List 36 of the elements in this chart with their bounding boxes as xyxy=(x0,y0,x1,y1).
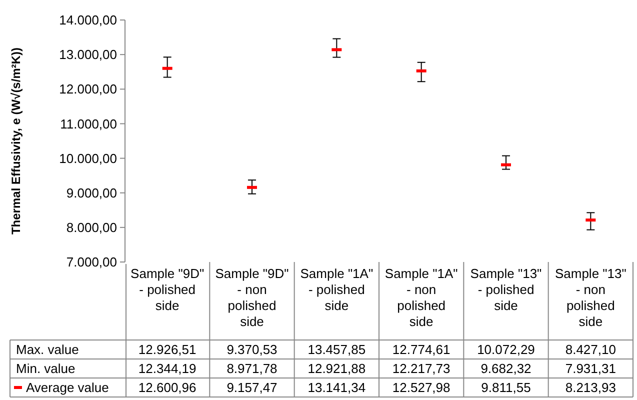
x-tick-label: Sample "9D" - polished side xyxy=(130,266,204,313)
text: 8.971,78 xyxy=(226,361,278,376)
y-axis-title: Thermal Effusivity, e (W√(s/m²K)) xyxy=(9,47,23,235)
data-label: 13.141,34 xyxy=(308,380,366,396)
text: 12.921,88 xyxy=(308,361,366,376)
x-tick-label: Sample "13" - non polished side xyxy=(554,266,627,329)
y-tick-label: 7.000,00 xyxy=(66,254,117,270)
legend-label: Average value xyxy=(26,380,109,396)
text: 12.217,73 xyxy=(392,361,450,376)
text: 10.072,29 xyxy=(477,342,535,358)
y-tick-label: 14.000,00 xyxy=(59,12,117,28)
text: 12.774,61 xyxy=(392,342,450,358)
x-tick-label: Sample "9D" - non polished side xyxy=(215,266,290,329)
x-tick-label: Sample "13" - polished side xyxy=(470,266,542,313)
y-tick-label: 9.000,00 xyxy=(66,185,117,200)
y-tick-label: 8.000,00 xyxy=(66,220,117,235)
text: 12.344,19 xyxy=(138,361,196,376)
text: 9.682,32 xyxy=(480,361,532,376)
text: 13.457,85 xyxy=(308,342,366,358)
text: 7.931,31 xyxy=(565,361,616,376)
text: 9.370,53 xyxy=(226,342,278,358)
text: 12.926,51 xyxy=(138,342,196,358)
data-label: 9.157,47 xyxy=(226,380,278,396)
text: 8.427,10 xyxy=(565,342,616,358)
text: Max. value xyxy=(16,342,79,358)
text: Min. value xyxy=(16,361,76,376)
data-label: 12.527,98 xyxy=(392,380,450,396)
data-label: 12.600,96 xyxy=(138,380,196,396)
y-tick-label: 13.000,00 xyxy=(59,47,117,62)
x-tick-label: Sample "1A" - non polished side xyxy=(384,266,458,329)
y-tick-label: 12.000,00 xyxy=(59,82,117,97)
y-tick-label: 11.000,00 xyxy=(60,116,117,132)
y-tick-label: 10.000,00 xyxy=(59,150,117,166)
data-label: 9.811,55 xyxy=(481,380,531,396)
x-tick-label: Sample "1A" - polished side xyxy=(300,266,374,313)
data-label: 8.213,93 xyxy=(565,380,616,396)
